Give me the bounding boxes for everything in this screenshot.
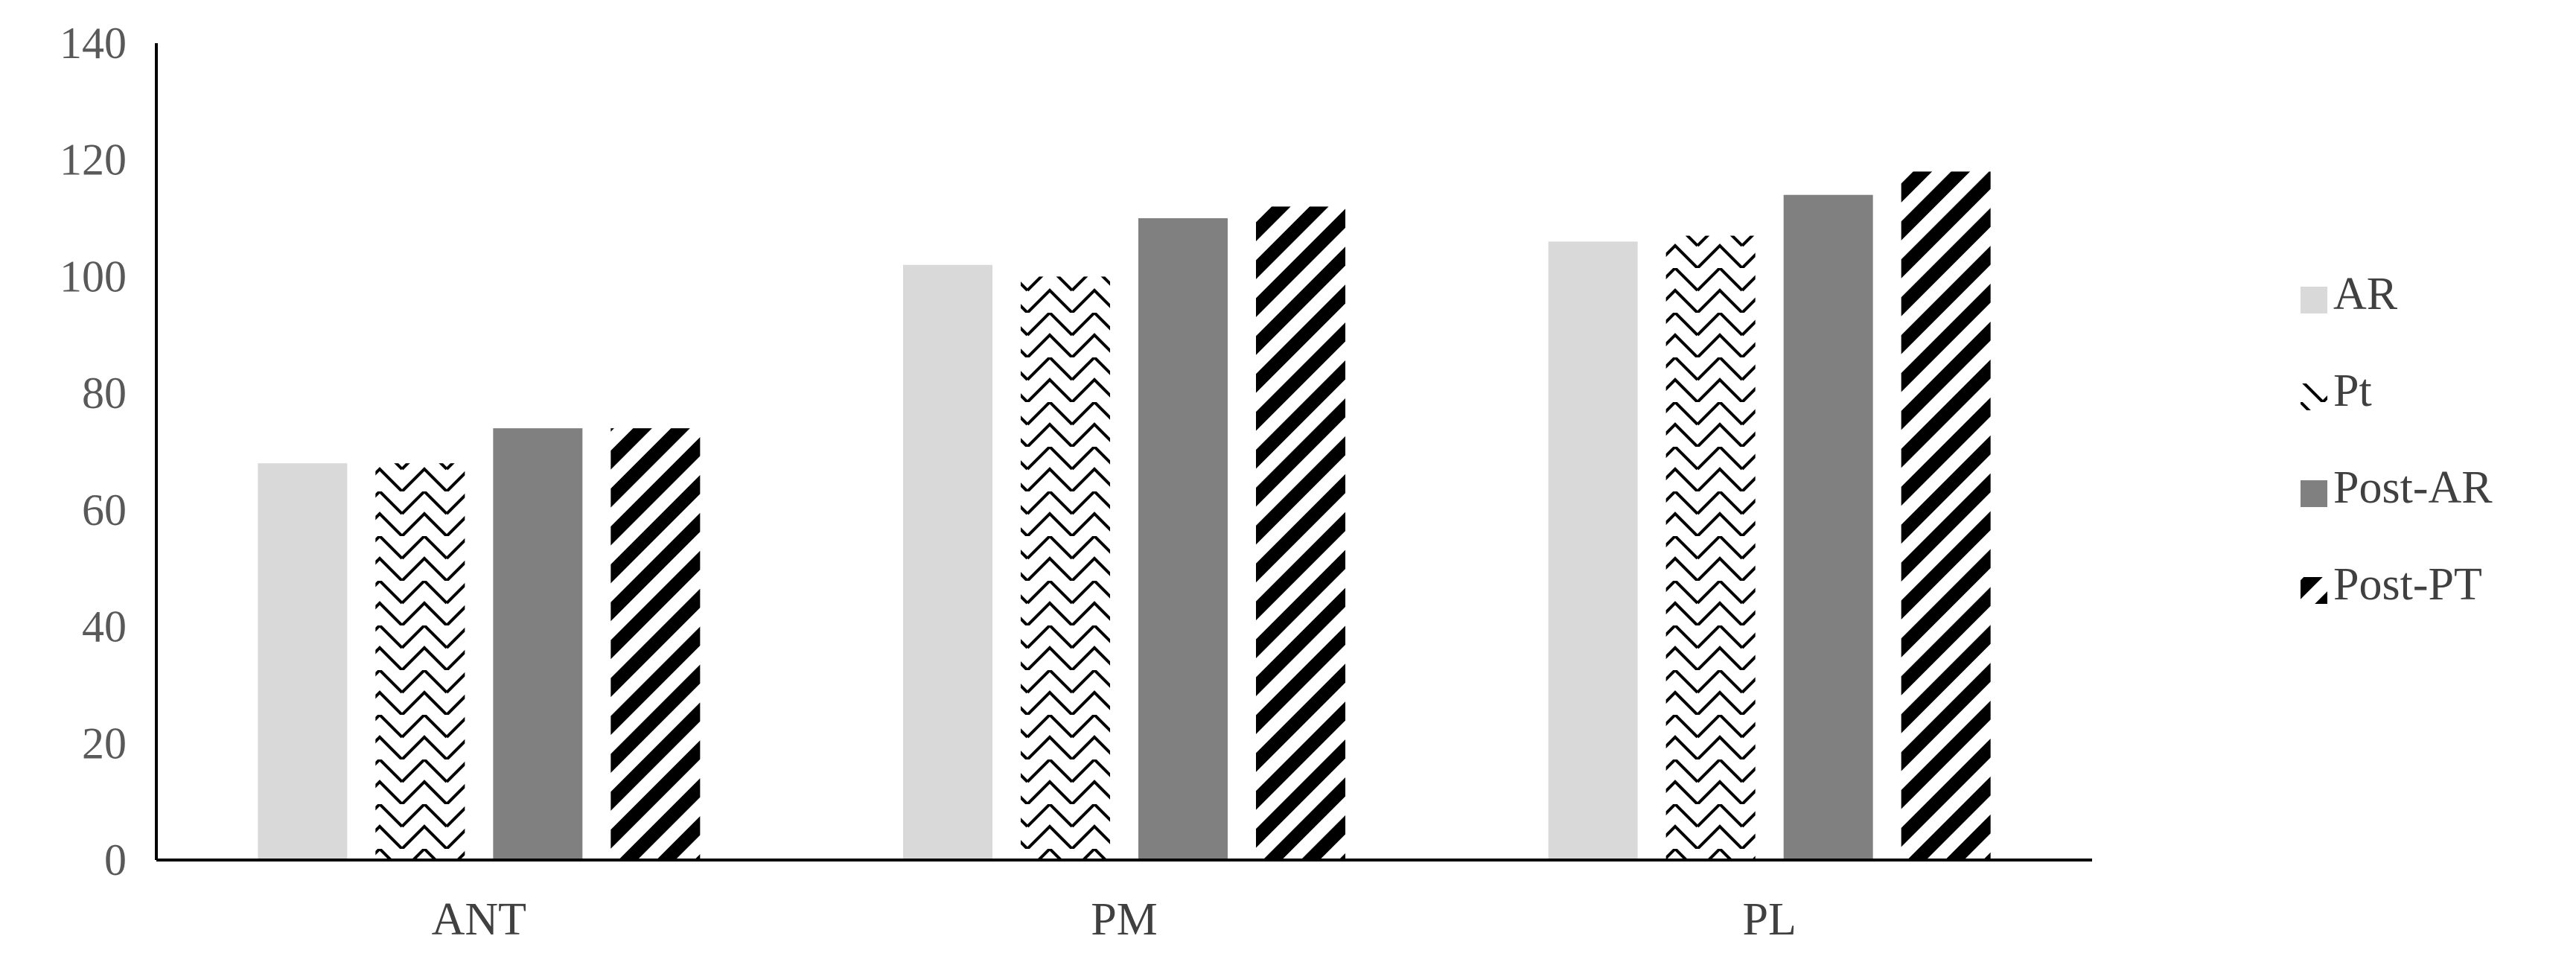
- legend-swatch: [2301, 480, 2327, 507]
- y-tick-label: 80: [82, 369, 127, 418]
- bar-pt-pm: [1021, 276, 1110, 860]
- legend-swatch: [2301, 287, 2327, 313]
- x-category-label: PM: [1091, 894, 1158, 945]
- bar-pt-pl: [1665, 235, 1756, 860]
- legend-label: Pt: [2333, 366, 2372, 416]
- bar-post-ar-ant: [493, 428, 583, 860]
- legend-swatch: [2301, 577, 2327, 604]
- bar-ar-pm: [903, 264, 992, 860]
- legend-item: AR: [2301, 269, 2398, 319]
- legend-swatch: [2301, 383, 2327, 410]
- legend-label: AR: [2333, 269, 2398, 319]
- bar-post-ar-pl: [1783, 194, 1873, 860]
- x-category-label: PL: [1742, 894, 1796, 945]
- bar-ar-pl: [1548, 241, 1638, 860]
- y-tick-label: 0: [104, 835, 127, 885]
- x-category-label: ANT: [432, 894, 526, 945]
- y-tick-label: 100: [60, 252, 127, 301]
- y-tick-label: 40: [82, 602, 127, 652]
- legend-item: Post-PT: [2301, 559, 2482, 610]
- bar-pt-ant: [375, 463, 465, 860]
- bars: [258, 171, 1991, 861]
- y-axis: 0 20 40 60 80 100 120 140: [60, 19, 158, 885]
- legend-item: Post-AR: [2301, 462, 2493, 513]
- y-tick-label: 60: [82, 485, 127, 535]
- legend-label: Post-PT: [2333, 559, 2482, 610]
- legend-label: Post-AR: [2333, 462, 2493, 513]
- y-tick-label: 20: [82, 719, 127, 768]
- bar-ar-ant: [258, 463, 348, 860]
- bar-post-pt-ant: [610, 428, 701, 860]
- y-tick-label: 140: [60, 19, 127, 68]
- y-tick-label: 120: [60, 136, 127, 185]
- x-axis: ANT PM PL: [156, 859, 2092, 945]
- bar-post-pt-pl: [1901, 171, 1991, 860]
- bar-post-ar-pm: [1138, 218, 1228, 861]
- legend: AR Pt Post-AR Post-PT: [2301, 269, 2493, 610]
- bar-post-pt-pm: [1256, 206, 1345, 860]
- legend-item: Pt: [2301, 366, 2372, 416]
